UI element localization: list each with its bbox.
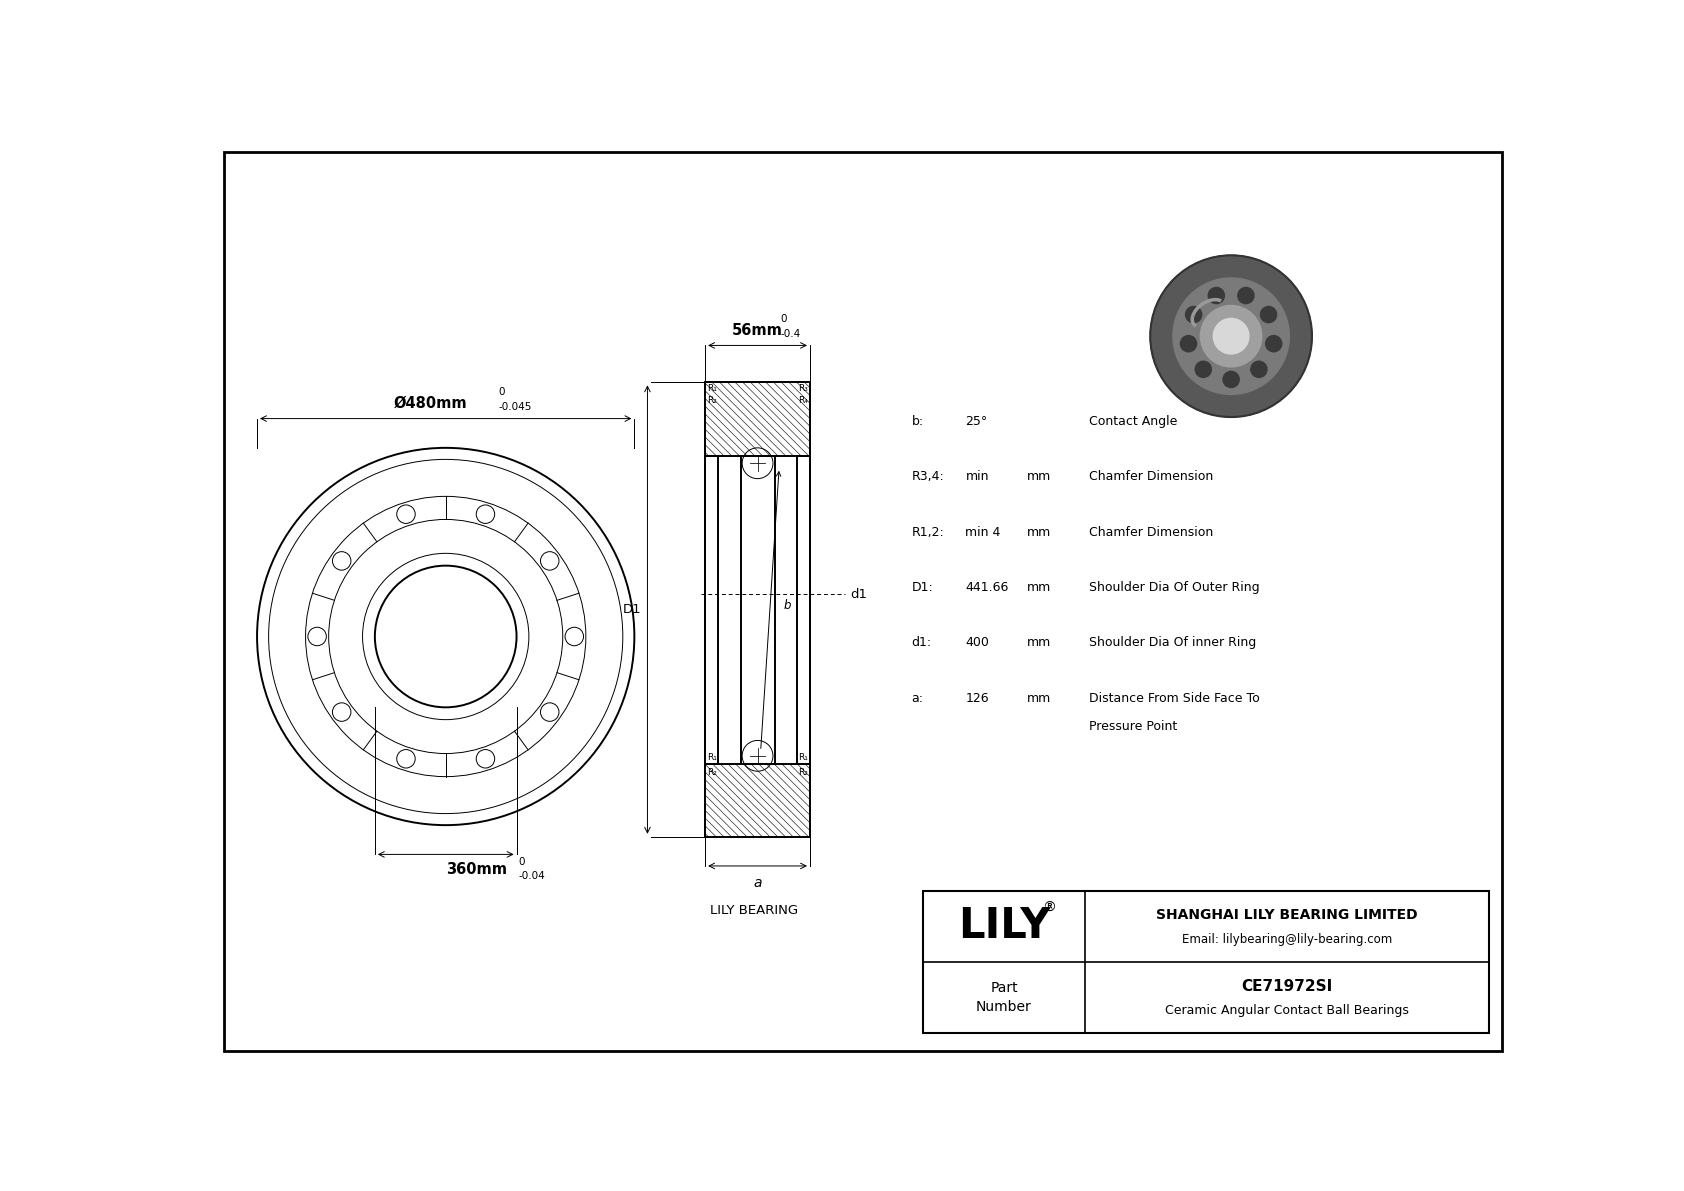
Text: Ceramic Angular Contact Ball Bearings: Ceramic Angular Contact Ball Bearings [1165,1004,1410,1017]
Circle shape [1180,336,1197,351]
Text: 441.66: 441.66 [965,581,1009,594]
Circle shape [1261,306,1276,323]
Text: 0: 0 [519,858,525,867]
Text: mm: mm [1027,470,1051,484]
Text: Chamfer Dimension: Chamfer Dimension [1088,470,1212,484]
Text: D1: D1 [623,603,642,616]
Bar [923,891,1489,1033]
Text: R₂: R₂ [798,768,808,778]
Bar [741,455,775,763]
Circle shape [1214,318,1250,354]
Text: b: b [783,599,791,612]
Text: Contact Angle: Contact Angle [1088,414,1177,428]
Text: mm: mm [1027,636,1051,649]
Bar [797,455,810,763]
Text: b:: b: [911,414,925,428]
Text: 0: 0 [781,314,786,324]
Text: Shoulder Dia Of inner Ring: Shoulder Dia Of inner Ring [1088,636,1256,649]
Text: R₁: R₁ [707,384,717,393]
Text: R₃: R₃ [798,384,808,393]
Circle shape [1172,278,1290,394]
Circle shape [1223,372,1239,387]
Text: a:: a: [911,692,923,705]
Bar [706,455,719,763]
Text: R₄: R₄ [798,397,808,405]
Text: Chamfer Dimension: Chamfer Dimension [1088,525,1212,538]
Text: R1,2:: R1,2: [911,525,945,538]
Text: min: min [965,470,989,484]
Circle shape [1266,336,1282,351]
Circle shape [1207,287,1224,304]
Bar [706,382,810,455]
Text: -0.045: -0.045 [498,403,532,412]
Text: d1: d1 [850,587,867,600]
Text: D1:: D1: [911,581,933,594]
Text: d1:: d1: [911,636,931,649]
Circle shape [1150,255,1312,417]
Bar [706,763,810,837]
Text: R₁: R₁ [707,753,717,762]
Text: Email: lilybearing@lily-bearing.com: Email: lilybearing@lily-bearing.com [1182,933,1393,946]
Text: 0: 0 [498,387,505,397]
Circle shape [1201,305,1261,367]
Text: LILY BEARING: LILY BEARING [709,904,798,917]
Circle shape [1251,361,1266,378]
Text: min 4: min 4 [965,525,1000,538]
Text: ®: ® [1042,900,1056,915]
Circle shape [1186,306,1202,323]
Text: 400: 400 [965,636,989,649]
Text: R₂: R₂ [707,768,717,778]
Text: CE71972SI: CE71972SI [1241,979,1332,994]
Text: -0.04: -0.04 [519,872,546,881]
Text: SHANGHAI LILY BEARING LIMITED: SHANGHAI LILY BEARING LIMITED [1157,909,1418,922]
Text: -0.4: -0.4 [781,329,802,339]
Text: mm: mm [1027,581,1051,594]
Text: Distance From Side Face To: Distance From Side Face To [1088,692,1260,705]
Text: 126: 126 [965,692,989,705]
Text: LILY: LILY [958,905,1051,947]
Text: R₂: R₂ [707,397,717,405]
Text: 360mm: 360mm [446,862,507,877]
Text: Shoulder Dia Of Outer Ring: Shoulder Dia Of Outer Ring [1088,581,1260,594]
Circle shape [1238,287,1255,304]
Text: Pressure Point: Pressure Point [1088,719,1177,732]
Text: Ø480mm: Ø480mm [394,395,466,411]
Text: Part
Number: Part Number [977,980,1032,1015]
Text: R3,4:: R3,4: [911,470,945,484]
Text: mm: mm [1027,692,1051,705]
Circle shape [1196,361,1211,378]
Text: mm: mm [1027,525,1051,538]
Text: 56mm: 56mm [733,323,783,338]
Text: 25°: 25° [965,414,989,428]
Text: a: a [753,875,761,890]
Text: R₁: R₁ [798,753,808,762]
